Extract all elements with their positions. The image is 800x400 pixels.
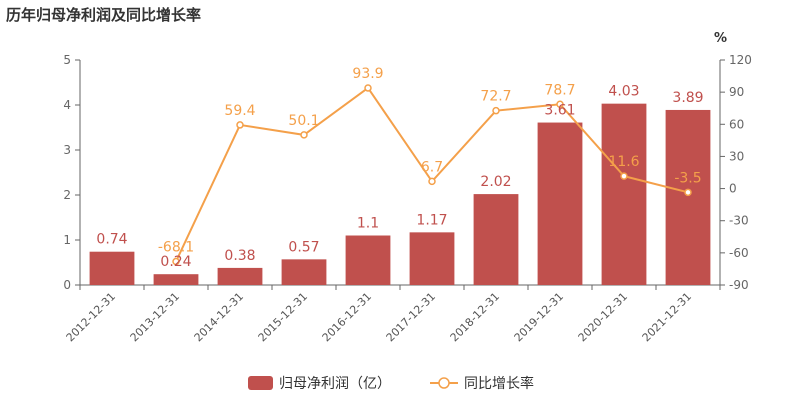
bar — [665, 109, 711, 285]
bar-value-label: 3.89 — [672, 90, 703, 106]
left-tick-label: 2 — [63, 188, 71, 202]
growth-point — [364, 84, 372, 92]
bar-value-label: 3.61 — [544, 103, 575, 119]
bar-value-label: 0.74 — [96, 232, 127, 248]
right-tick-label: 0 — [729, 182, 737, 196]
bar — [153, 274, 199, 285]
growth-point — [172, 257, 180, 266]
legend-line-label: 同比增长率 — [464, 375, 534, 392]
growth-value-label: 72.7 — [480, 89, 511, 105]
axes: 0 1 2 3 4 5 -90 -60 -30 0 30 60 90 120% 2012-12-31 2013… — [63, 31, 752, 344]
bar-value-label: 0.24 — [160, 254, 191, 270]
bar-value-label: 1.17 — [416, 212, 447, 228]
x-tick-label: 2018-12-31 — [448, 290, 502, 344]
x-tick-label: 2016-12-31 — [320, 290, 374, 344]
left-tick-label: 3 — [63, 143, 71, 157]
growth-value-label: 6.7 — [421, 159, 443, 175]
x-tick-label: 2014-12-31 — [192, 290, 246, 344]
right-tick-label: -90 — [729, 278, 749, 292]
legend: 归母净利润（亿） 同比增长率 — [248, 375, 534, 392]
growth-value-label: 59.4 — [224, 103, 255, 119]
growth-line-series — [172, 84, 692, 266]
x-tick-label: 2019-12-31 — [512, 290, 566, 344]
bar — [473, 194, 519, 285]
right-tick-label: 60 — [729, 117, 744, 131]
right-tick-label: 90 — [729, 85, 744, 99]
growth-point — [428, 177, 436, 186]
growth-value-label: 78.7 — [544, 82, 575, 98]
bar-value-label: 0.38 — [224, 248, 255, 264]
growth-value-label: 93.9 — [352, 66, 383, 82]
legend-bar-swatch — [248, 376, 273, 390]
bar-value-label: 4.03 — [608, 84, 639, 100]
growth-point — [620, 172, 628, 180]
growth-point — [684, 188, 692, 197]
growth-point — [300, 131, 308, 139]
x-tick-label: 2017-12-31 — [384, 290, 438, 344]
left-tick-label: 4 — [63, 98, 71, 112]
left-tick-label: 5 — [63, 53, 71, 67]
right-tick-label: 30 — [729, 149, 744, 163]
data-labels: 0.74 0.24 0.38 0.57 1.1 1.17 2.02 3.61 4.03 3.89 -… — [96, 66, 703, 270]
bar — [281, 259, 327, 285]
chart-title: 历年归母净利润及同比增长率 — [6, 6, 202, 24]
legend-line-marker — [438, 377, 450, 389]
growth-point — [556, 100, 564, 108]
left-tick-label: 1 — [63, 233, 71, 247]
growth-point — [236, 121, 244, 129]
bar-value-label: 1.1 — [357, 216, 379, 232]
bar — [89, 251, 135, 285]
right-axis-unit: % — [714, 31, 727, 46]
growth-value-label: 11.6 — [608, 154, 639, 170]
left-tick-label: 0 — [63, 278, 71, 292]
right-tick-label: 120 — [729, 53, 752, 67]
bar — [217, 267, 263, 285]
bar — [601, 103, 647, 286]
x-tick-label: 2012-12-31 — [64, 290, 118, 344]
bar-value-label: 0.57 — [288, 239, 319, 255]
growth-value-label: 50.1 — [288, 113, 319, 129]
growth-value-label: -3.5 — [674, 170, 701, 186]
bar-series — [89, 103, 711, 286]
legend-bar-label: 归母净利润（亿） — [279, 375, 391, 392]
x-tick-label: 2021-12-31 — [640, 290, 694, 344]
x-tick-label: 2015-12-31 — [256, 290, 310, 344]
bar-value-label: 2.02 — [480, 174, 511, 190]
right-tick-label: -60 — [729, 246, 749, 260]
growth-value-label: -68.1 — [158, 240, 194, 256]
x-tick-label: 2020-12-31 — [576, 290, 630, 344]
bar — [537, 122, 583, 285]
bar — [409, 232, 455, 285]
right-tick-label: -30 — [729, 214, 749, 228]
bar — [345, 235, 391, 285]
x-tick-label: 2013-12-31 — [128, 290, 182, 344]
growth-point — [492, 106, 500, 115]
